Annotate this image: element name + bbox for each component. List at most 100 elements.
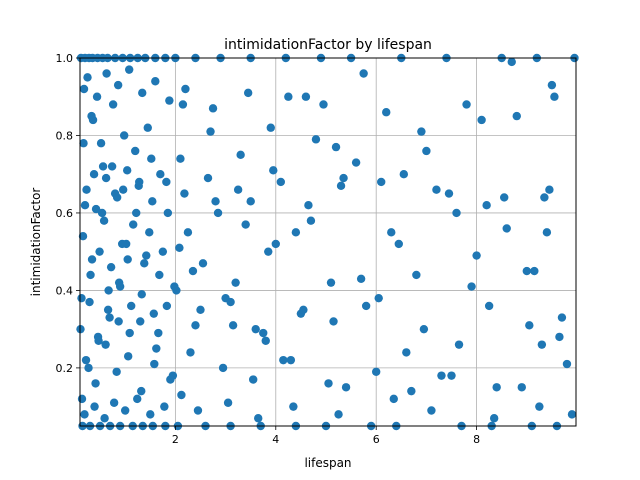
data-point: [266, 123, 275, 132]
data-point: [329, 317, 338, 326]
data-point: [550, 92, 559, 101]
data-point: [412, 270, 421, 280]
data-point: [96, 139, 106, 148]
data-point: [324, 379, 333, 388]
data-point: [482, 201, 491, 210]
data-point: [356, 274, 366, 283]
data-point: [286, 355, 296, 365]
data-point: [374, 293, 383, 303]
data-point: [120, 406, 130, 415]
data-point: [243, 88, 253, 98]
data-point: [89, 170, 99, 179]
data-point: [547, 80, 557, 90]
data-point: [537, 340, 547, 349]
data-point: [422, 146, 431, 156]
data-point: [108, 100, 118, 109]
y-tick-label: 1.0: [56, 52, 74, 65]
data-point: [359, 69, 368, 78]
x-tick-label: 8: [473, 433, 480, 446]
data-point: [452, 208, 461, 218]
data-point: [233, 185, 243, 194]
data-point: [85, 297, 94, 307]
data-point: [165, 96, 174, 105]
data-point: [555, 332, 564, 342]
data-point: [407, 386, 416, 396]
data-point: [101, 340, 110, 349]
y-tick-label: 0.4: [56, 284, 74, 297]
data-point: [389, 394, 398, 404]
data-point: [208, 104, 218, 113]
x-tick-label: 6: [373, 433, 380, 446]
data-point: [119, 131, 129, 140]
data-point: [76, 324, 85, 334]
data-point: [188, 266, 198, 276]
data-point: [489, 414, 499, 423]
data-point: [535, 402, 544, 411]
y-tick-label: 0.8: [56, 129, 74, 142]
data-point: [158, 247, 168, 256]
chart-title: intimidationFactor by lifespan: [224, 37, 432, 53]
data-point: [246, 197, 255, 206]
data-point: [567, 410, 577, 419]
data-point: [472, 251, 481, 260]
data-point: [248, 375, 258, 384]
data-point: [112, 367, 121, 376]
data-point: [91, 204, 101, 214]
data-point: [134, 181, 143, 191]
data-point: [124, 65, 134, 74]
data-point: [112, 193, 122, 202]
data-point: [79, 84, 89, 94]
data-point: [90, 402, 99, 411]
data-point: [351, 158, 361, 167]
data-point: [251, 324, 260, 334]
data-point: [371, 367, 381, 376]
data-point: [77, 394, 87, 404]
data-point: [228, 321, 238, 330]
data-point: [105, 313, 114, 322]
data-point: [149, 309, 158, 318]
x-axis-label: lifespan: [304, 456, 351, 470]
data-point: [114, 317, 123, 326]
data-point: [241, 220, 250, 229]
data-point: [427, 406, 436, 415]
data-point: [127, 301, 136, 311]
data-point: [81, 355, 91, 365]
data-point: [279, 355, 288, 365]
data-point: [154, 328, 163, 338]
data-point: [334, 410, 343, 419]
data-point: [196, 305, 205, 314]
data-point: [84, 363, 93, 373]
data-point: [117, 239, 127, 249]
data-point: [143, 123, 152, 132]
data-point: [152, 344, 161, 353]
data-point: [213, 208, 223, 218]
data-point: [304, 201, 313, 210]
data-point: [115, 282, 125, 291]
data-point: [259, 328, 268, 338]
data-point: [97, 208, 107, 218]
data-point: [145, 228, 154, 237]
data-point: [319, 100, 328, 109]
data-point: [123, 255, 132, 264]
data-point: [91, 379, 100, 388]
data-point: [151, 77, 160, 86]
data-point: [301, 92, 311, 101]
data-point: [417, 127, 426, 136]
data-point: [147, 154, 156, 163]
data-point: [231, 278, 240, 287]
y-tick-label: 0.2: [56, 362, 74, 375]
data-point: [170, 282, 179, 291]
data-point: [484, 301, 494, 311]
data-point: [402, 348, 411, 357]
data-point: [377, 177, 386, 187]
data-point: [336, 181, 346, 191]
data-point: [136, 317, 145, 326]
data-point: [150, 359, 159, 369]
data-point: [211, 197, 220, 206]
data-point: [382, 108, 391, 117]
data-point: [236, 150, 245, 160]
data-point: [107, 162, 117, 171]
data-point: [492, 383, 501, 392]
data-point: [339, 173, 348, 183]
